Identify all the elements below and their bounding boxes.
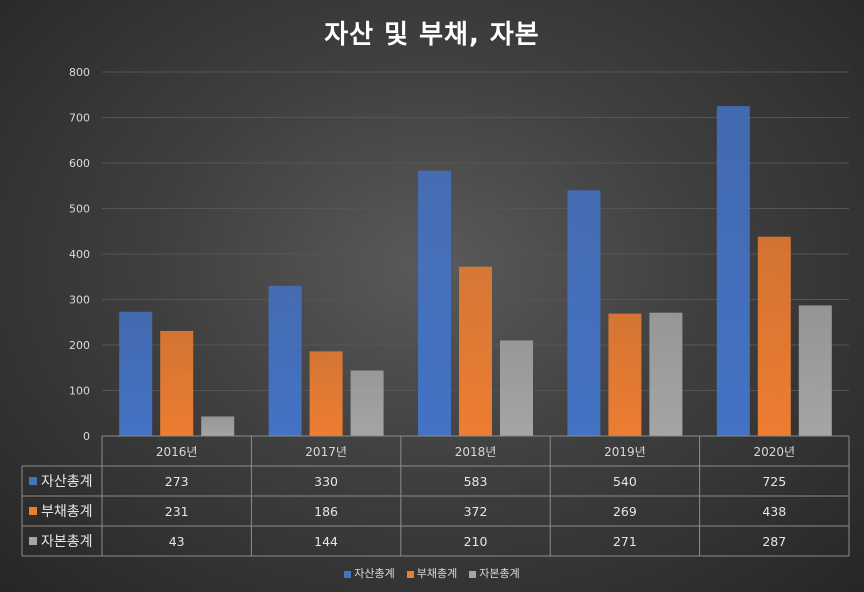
data-label: 287: [762, 534, 786, 549]
y-tick-label: 700: [69, 112, 90, 125]
data-label: 210: [464, 534, 488, 549]
legend-item: 자산총계: [344, 565, 395, 581]
data-label: 330: [314, 474, 338, 489]
bar-자산총계-2020년: [716, 106, 750, 436]
data-label: 43: [169, 534, 185, 549]
data-label: 186: [314, 504, 338, 519]
legend-label: 부채총계: [416, 567, 458, 580]
bar-자산총계-2016년: [119, 311, 153, 436]
y-tick-label: 500: [69, 203, 90, 216]
legend-label: 자산총계: [354, 567, 395, 580]
category-label: 2017년: [305, 445, 347, 459]
series-key-swatch: [29, 537, 37, 545]
series-row-label: 자본총계: [41, 534, 93, 550]
bar-부채총계-2016년: [160, 330, 194, 436]
category-label: 2020년: [754, 445, 796, 459]
legend-item: 부채총계: [406, 565, 458, 581]
data-label: 144: [314, 534, 338, 549]
data-label: 269: [613, 504, 637, 519]
data-label: 540: [613, 474, 637, 489]
bar-부채총계-2019년: [608, 313, 642, 436]
y-tick-label: 200: [69, 339, 90, 352]
data-label: 583: [464, 474, 488, 489]
category-label: 2019년: [604, 445, 646, 459]
series-row-label: 부채총계: [41, 504, 93, 520]
legend-label: 자본총계: [479, 567, 520, 580]
legend: 자산총계 부채총계 자본총계: [0, 565, 864, 581]
chart-title: 자산 및 부채, 자본: [324, 20, 540, 50]
bar-자본총계-2017년: [350, 370, 384, 436]
bar-부채총계-2020년: [757, 236, 791, 436]
bar-자산총계-2018년: [418, 170, 451, 437]
data-label: 273: [165, 474, 189, 489]
bar-자본총계-2018년: [500, 340, 533, 436]
data-label: 231: [165, 504, 189, 519]
y-tick-label: 100: [69, 385, 90, 398]
legend-swatch: [469, 570, 477, 578]
category-label: 2016년: [156, 445, 198, 459]
series-row-label: 자산총계: [41, 474, 93, 490]
bar-자산총계-2019년: [567, 190, 601, 436]
series-key-swatch: [29, 507, 37, 515]
category-label: 2018년: [455, 445, 497, 459]
bar-자본총계-2019년: [649, 312, 683, 436]
bar-부채총계-2017년: [309, 351, 343, 436]
y-tick-label: 300: [69, 294, 90, 307]
legend-item: 자본총계: [469, 565, 520, 581]
bar-자본총계-2016년: [201, 416, 235, 436]
y-tick-label: 600: [69, 157, 90, 170]
y-tick-label: 0: [83, 430, 90, 443]
legend-swatch: [406, 570, 414, 578]
bar-부채총계-2018년: [459, 266, 492, 436]
data-label: 372: [464, 504, 488, 519]
legend-swatch: [344, 570, 352, 578]
series-key-swatch: [29, 477, 37, 485]
data-label: 271: [613, 534, 637, 549]
y-tick-label: 800: [69, 66, 90, 79]
bar-자산총계-2017년: [268, 285, 302, 436]
data-label: 725: [762, 474, 786, 489]
bar-자본총계-2020년: [798, 305, 832, 436]
data-label: 438: [762, 504, 786, 519]
y-tick-label: 400: [69, 248, 90, 261]
